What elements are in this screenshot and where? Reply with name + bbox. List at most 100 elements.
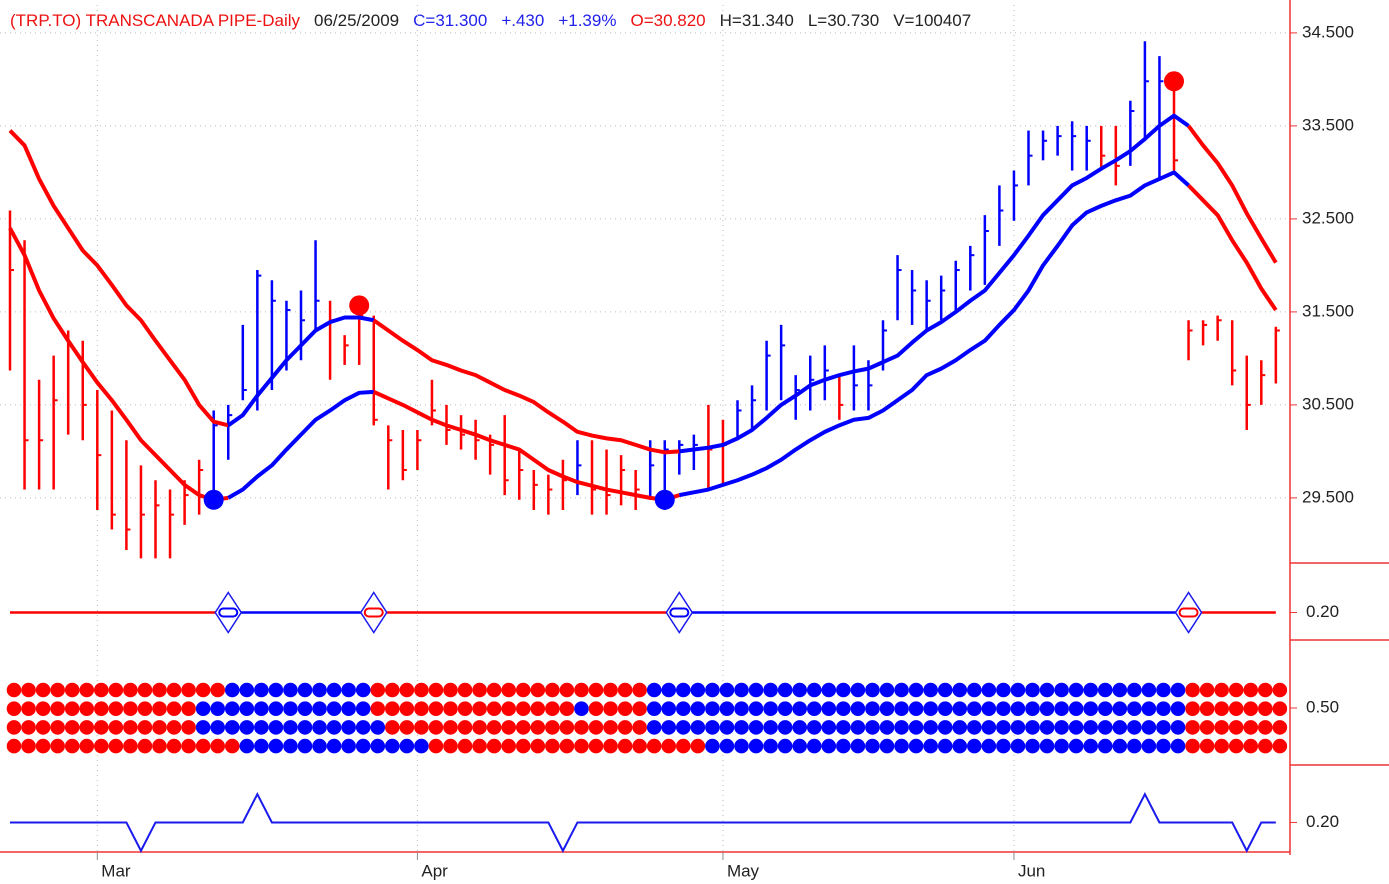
state-dot <box>705 738 720 754</box>
state-dot <box>1258 682 1273 698</box>
state-dot <box>501 720 516 735</box>
state-dot <box>472 720 487 735</box>
state-dot <box>472 682 487 698</box>
header-item: +.430 <box>501 11 544 30</box>
state-dot <box>224 720 240 735</box>
state-dot <box>312 701 327 716</box>
state-dot <box>472 738 487 754</box>
state-dot <box>617 720 633 735</box>
state-dot <box>399 682 415 698</box>
state-dot <box>545 720 560 735</box>
state-dot <box>312 682 327 698</box>
band-line <box>8 227 229 502</box>
state-dot <box>923 701 938 716</box>
band-line <box>227 389 374 500</box>
state-dot <box>1185 738 1200 754</box>
band-line <box>372 318 680 455</box>
state-dot <box>1243 701 1259 716</box>
signal-dot <box>654 489 675 510</box>
state-dot <box>181 738 196 754</box>
state-dot <box>923 720 938 735</box>
state-dot <box>254 682 269 698</box>
state-dot <box>6 738 22 754</box>
state-dot <box>137 720 153 735</box>
state-dot <box>806 701 822 716</box>
state-dot <box>1214 701 1229 716</box>
header-item: V=100407 <box>893 11 971 30</box>
state-dot <box>64 701 80 716</box>
state-dot <box>661 738 677 754</box>
state-dot <box>239 738 255 754</box>
state-dot <box>370 720 386 735</box>
state-dot <box>836 738 851 754</box>
state-dot <box>283 738 298 754</box>
state-dot <box>94 720 109 735</box>
state-dot <box>806 720 822 735</box>
state-dot <box>1112 682 1128 698</box>
state-dot <box>923 738 938 754</box>
state-dot <box>894 682 909 698</box>
state-dot <box>545 738 560 754</box>
state-dot <box>792 720 807 735</box>
state-dot <box>792 682 807 698</box>
state-dot <box>734 701 749 716</box>
state-dot <box>777 682 793 698</box>
state-dot <box>1068 720 1084 735</box>
state-dot <box>1228 682 1244 698</box>
state-dot <box>865 682 880 698</box>
state-dot <box>1258 720 1273 735</box>
state-dot <box>908 720 924 735</box>
state-dot <box>588 682 604 698</box>
state-dot <box>64 682 80 698</box>
state-dot <box>50 701 65 716</box>
state-dot <box>254 720 269 735</box>
state-dot <box>545 682 560 698</box>
state-dot <box>1272 701 1288 716</box>
state-dot <box>1141 720 1157 735</box>
band-line <box>1187 184 1278 312</box>
state-dot <box>937 701 953 716</box>
indicator-line <box>10 791 1276 853</box>
state-dot <box>1083 701 1098 716</box>
state-dot <box>1039 738 1055 754</box>
state-dot <box>996 738 1011 754</box>
header-item: L=30.730 <box>808 11 879 30</box>
state-dot <box>1010 682 1026 698</box>
state-dot <box>108 701 124 716</box>
state-dot <box>1083 682 1098 698</box>
state-dot <box>981 682 997 698</box>
signal-marker <box>218 607 239 618</box>
state-dot <box>719 682 735 698</box>
state-dot <box>297 720 313 735</box>
state-dot <box>836 682 851 698</box>
state-dot <box>1156 701 1171 716</box>
state-dot <box>545 701 560 716</box>
state-dot <box>312 738 327 754</box>
state-dot <box>1068 682 1084 698</box>
state-dot <box>661 720 677 735</box>
y-tick-label: 29.500 <box>1302 487 1354 506</box>
state-dot <box>515 701 531 716</box>
state-dot <box>443 738 458 754</box>
state-dot <box>1243 738 1259 754</box>
band-line <box>679 113 1190 454</box>
state-dot <box>355 738 371 754</box>
state-dot <box>210 720 225 735</box>
state-dot <box>1097 682 1113 698</box>
header-item: +1.39% <box>558 11 616 30</box>
state-dot <box>996 720 1011 735</box>
header-item: O=30.820 <box>630 11 705 30</box>
state-dot <box>1214 738 1229 754</box>
state-dot <box>879 701 895 716</box>
state-dot <box>603 738 618 754</box>
state-dot <box>486 682 502 698</box>
state-dot <box>108 738 124 754</box>
state-dot <box>341 720 356 735</box>
state-dot <box>166 738 182 754</box>
state-dot <box>676 738 691 754</box>
state-dot <box>472 701 487 716</box>
state-dot <box>1025 682 1040 698</box>
state-dot <box>952 720 968 735</box>
y-tick-label: 33.500 <box>1302 115 1354 134</box>
state-dot <box>646 720 662 735</box>
